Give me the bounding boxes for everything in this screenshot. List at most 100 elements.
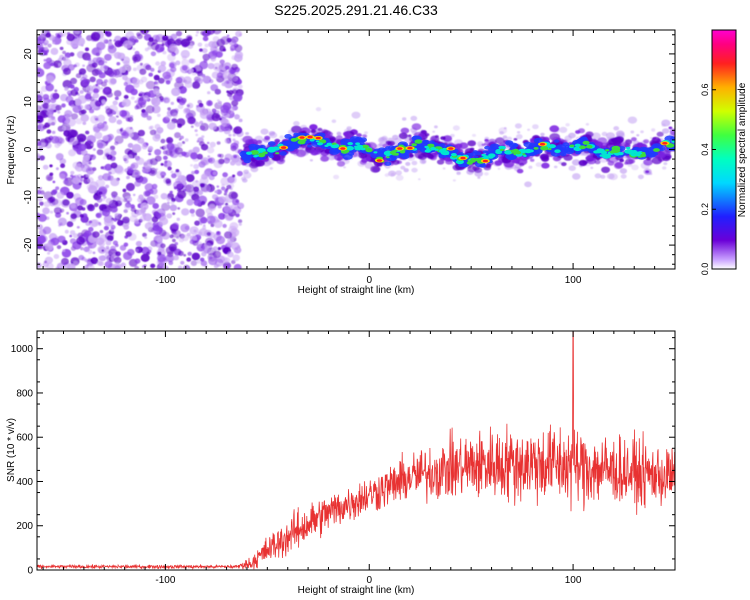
band-blob — [631, 137, 637, 142]
ridge-blob — [391, 156, 397, 161]
noise-blob — [37, 105, 42, 112]
noise-blob — [90, 257, 99, 265]
noise-blob — [146, 196, 156, 205]
noise-blob — [65, 95, 74, 103]
peak-blob — [430, 147, 436, 151]
noise-blob — [226, 123, 231, 127]
noise-blob — [210, 84, 219, 92]
colorbar-tick-label: 0.4 — [700, 143, 710, 156]
noise-blob — [55, 104, 62, 111]
noise-blob — [232, 89, 238, 95]
noise-blob — [157, 227, 163, 232]
noise-blob — [127, 116, 134, 123]
noise-blob — [69, 137, 78, 146]
noise-blob — [106, 154, 113, 160]
noise-blob — [222, 172, 228, 178]
peak-blob — [394, 152, 399, 156]
band-blob — [664, 151, 671, 156]
noise-blob — [226, 184, 232, 190]
noise-blob — [51, 130, 56, 134]
noise-blob — [44, 136, 52, 144]
band-blob — [646, 157, 651, 161]
noise-blob — [81, 79, 90, 87]
hot-spot — [299, 136, 305, 139]
noise-blob — [149, 158, 158, 166]
noise-blob — [86, 57, 92, 61]
peak-blob — [523, 154, 527, 157]
noise-blob — [91, 62, 98, 68]
spectrogram-y-label: Frequency (Hz) — [6, 116, 17, 185]
band-blob — [614, 161, 624, 169]
noise-blob — [195, 241, 203, 248]
noise-blob — [104, 261, 113, 269]
noise-blob — [205, 248, 211, 253]
noise-blob — [136, 157, 145, 165]
noise-blob — [105, 197, 113, 205]
noise-blob — [205, 237, 214, 246]
noise-blob — [214, 190, 218, 194]
noise-blob — [190, 125, 194, 128]
haze-blob — [532, 124, 539, 130]
noise-blob — [191, 213, 195, 217]
noise-blob — [92, 46, 102, 56]
noise-blob — [89, 76, 96, 83]
noise-blob — [200, 200, 206, 206]
noise-blob — [119, 244, 127, 251]
haze-blob — [502, 135, 508, 139]
noise-blob — [110, 178, 120, 187]
peak-blob — [569, 144, 575, 148]
noise-blob — [147, 146, 154, 151]
noise-blob — [151, 209, 158, 215]
noise-blob — [144, 47, 149, 52]
haze-blob — [600, 174, 606, 179]
noise-blob — [217, 99, 220, 102]
haze-blob — [477, 176, 481, 179]
band-blob — [442, 135, 453, 142]
band-blob — [606, 159, 611, 162]
noise-blob — [132, 47, 136, 51]
noise-blob — [123, 60, 130, 67]
noise-blob — [92, 148, 96, 151]
peak-blob — [481, 153, 486, 157]
peak-blob — [596, 150, 602, 154]
noise-blob — [173, 108, 179, 113]
noise-blob — [126, 175, 130, 180]
haze-blob — [419, 158, 427, 165]
noise-blob — [38, 229, 47, 237]
noise-blob — [190, 188, 194, 192]
noise-blob — [40, 142, 46, 148]
noise-blob — [189, 239, 195, 245]
noise-blob — [108, 171, 112, 175]
ridge-blob — [560, 149, 568, 154]
band-blob — [624, 161, 629, 165]
noise-blob — [233, 126, 243, 135]
noise-blob — [105, 245, 110, 250]
noise-blob — [48, 196, 56, 203]
noise-blob — [206, 146, 215, 154]
noise-blob — [176, 142, 183, 148]
noise-blob — [193, 163, 200, 170]
noise-blob — [139, 68, 147, 75]
noise-blob — [199, 122, 209, 132]
peak-blob — [640, 153, 647, 158]
noise-blob — [57, 115, 66, 123]
noise-blob — [221, 82, 226, 87]
noise-blob — [209, 141, 216, 148]
noise-blob — [116, 110, 122, 116]
noise-blob — [227, 251, 234, 258]
y-tick-label: 1000 — [11, 344, 34, 355]
noise-blob — [156, 208, 166, 217]
noise-blob — [158, 64, 167, 73]
peak-blob — [548, 144, 556, 149]
noise-blob — [130, 96, 135, 100]
noise-blob — [175, 60, 181, 66]
noise-blob — [211, 112, 221, 122]
haze-blob — [434, 125, 438, 129]
noise-blob — [96, 197, 103, 203]
peak-blob — [599, 154, 605, 157]
noise-blob — [114, 96, 119, 101]
noise-blob — [230, 192, 239, 199]
hot-spot — [482, 159, 488, 163]
noise-blob — [114, 212, 121, 219]
noise-blob — [194, 169, 200, 175]
